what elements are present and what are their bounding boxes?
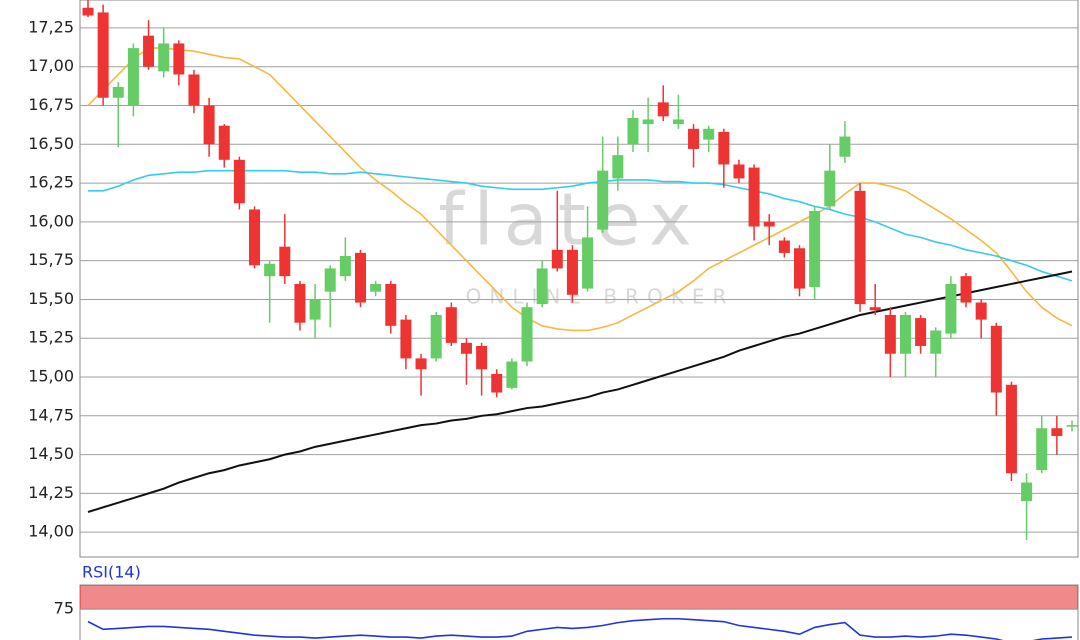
moving-average — [87, 270, 1073, 513]
rsi-title: RSI(14) — [82, 563, 141, 582]
candle-body — [597, 170, 609, 230]
candle-body — [127, 48, 139, 106]
candle-body — [854, 190, 866, 305]
y-tick-label: 16,00 — [28, 211, 74, 230]
candle-body — [294, 283, 306, 323]
y-tick-label: 15,75 — [28, 250, 74, 269]
candle-body — [1005, 384, 1017, 474]
y-tick-label: 16,75 — [28, 95, 74, 114]
candle-body — [536, 268, 548, 305]
y-tick-label: 14,50 — [28, 444, 74, 463]
main-plot — [80, 0, 1078, 540]
candle-body — [279, 246, 291, 277]
watermark-tagline: ONLINE BROKER — [466, 285, 735, 309]
y-tick-label: 14,75 — [28, 405, 74, 424]
candle-body — [97, 12, 109, 98]
candle-body — [218, 125, 230, 160]
candle-body — [718, 131, 730, 165]
candle-body — [82, 7, 94, 16]
candle-body — [733, 164, 745, 179]
candle-body — [960, 276, 972, 303]
candle-body — [657, 102, 669, 117]
candle-body — [642, 119, 654, 125]
candle-body — [112, 86, 124, 98]
candle-body — [249, 209, 261, 266]
plot-area — [79, 0, 1079, 558]
candle-body — [476, 345, 488, 370]
candle-body — [899, 314, 911, 354]
candle-body — [173, 43, 185, 75]
y-tick-label: 15,00 — [28, 367, 74, 386]
candle-body — [884, 314, 896, 354]
candle-body — [566, 249, 578, 295]
candle-body — [491, 373, 503, 393]
candle-body — [809, 211, 821, 288]
candle-body — [612, 155, 624, 179]
candle-body — [1051, 428, 1063, 436]
candle-body — [143, 35, 155, 67]
candle-body — [703, 128, 715, 140]
candle-body — [975, 302, 987, 320]
candle-body — [869, 307, 881, 311]
candle-body — [339, 256, 351, 277]
y-tick-label: 75 — [54, 599, 74, 618]
candle-body — [264, 263, 276, 277]
rsi-line — [87, 617, 1073, 640]
y-tick-label: 16,50 — [28, 134, 74, 153]
candle-body — [445, 307, 457, 343]
candle-body — [521, 307, 533, 362]
y-axis: 14,00 14,25 14,50 14,75 15,00 15,25 15,50 15,75… — [28, 17, 74, 540]
candle-body — [203, 105, 215, 145]
candle-body — [385, 283, 397, 326]
candle-body — [930, 330, 942, 354]
candle-body — [627, 117, 639, 145]
candle-body — [839, 136, 851, 157]
candle-body — [400, 319, 412, 359]
candle-body — [233, 159, 245, 204]
candle-body — [158, 43, 170, 72]
candle-body — [354, 252, 366, 303]
candle-body — [309, 299, 321, 320]
moving-average — [87, 47, 1073, 332]
candle-body — [1036, 428, 1048, 471]
candle-body — [794, 248, 806, 289]
candle-body — [324, 268, 336, 292]
candle-body — [188, 74, 200, 106]
candle-body — [415, 358, 427, 370]
candle-body — [672, 119, 684, 125]
y-tick-label: 17,00 — [28, 56, 74, 75]
y-tick-label: 15,50 — [28, 289, 74, 308]
candle-body — [688, 128, 700, 149]
y-tick-label: 14,00 — [28, 522, 74, 541]
zone — [80, 585, 1078, 610]
candle-body — [915, 318, 927, 346]
candle-body — [824, 170, 836, 207]
candle-body — [460, 342, 472, 354]
candle-body — [370, 283, 382, 292]
moving-average — [88, 169, 1073, 282]
candle-body — [1021, 482, 1033, 502]
candle-body — [763, 221, 775, 227]
candle-body — [945, 283, 957, 334]
candle-body — [430, 314, 442, 359]
y-tick-label: 14,25 — [28, 483, 74, 502]
candle-body — [506, 361, 518, 388]
candle-body — [582, 237, 594, 289]
candle-body — [778, 240, 790, 253]
watermark-brand: flatex — [438, 178, 701, 262]
candle-body — [748, 167, 760, 227]
rsi-axis: 75 — [54, 599, 74, 618]
rsi-plot — [80, 585, 1078, 640]
candle-body — [551, 249, 563, 269]
candle-body — [1066, 425, 1078, 427]
y-tick-label: 17,25 — [28, 17, 74, 36]
candle-body — [990, 325, 1002, 393]
y-tick-label: 16,25 — [28, 173, 74, 192]
y-tick-label: 15,25 — [28, 328, 74, 347]
